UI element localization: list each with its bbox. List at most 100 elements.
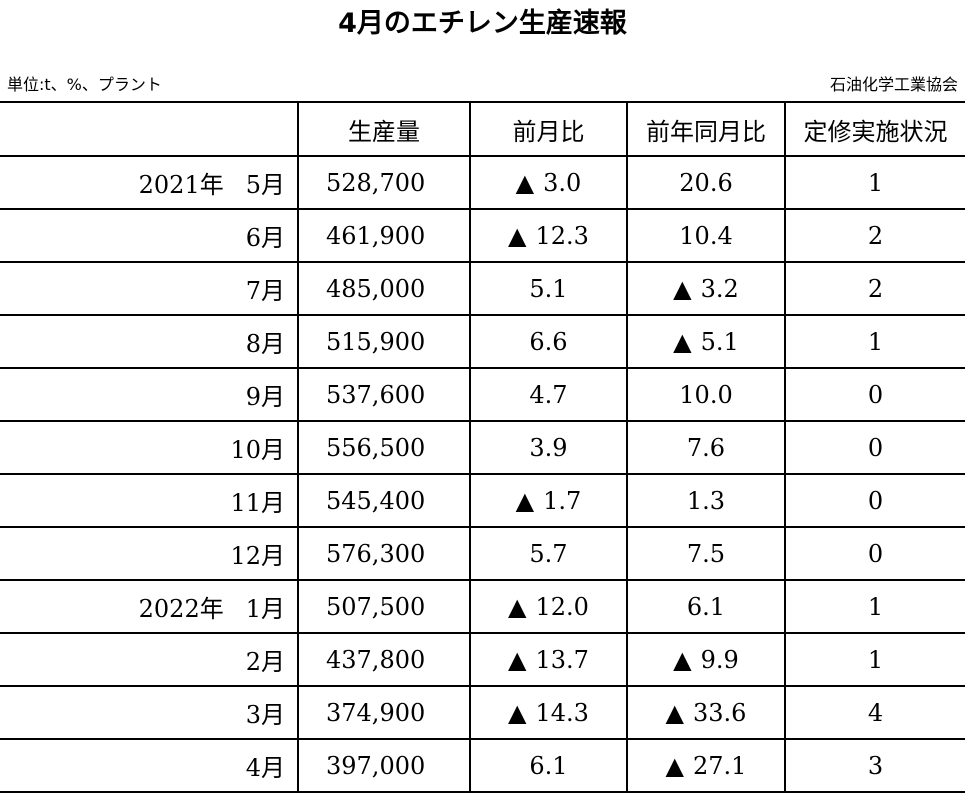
production-cell: 515,900 bbox=[297, 314, 471, 369]
mom-value: 12.3 bbox=[535, 221, 589, 250]
period-cell: 7月 bbox=[0, 261, 299, 316]
table-row: 3月 374,900 ▲ 14.3 ▲ 33.6 4 bbox=[0, 685, 965, 740]
mom-value: 6.1 bbox=[529, 751, 568, 780]
yoy-cell: ▲ 9.9 bbox=[626, 632, 786, 687]
period-cell: 10月 bbox=[0, 420, 299, 475]
mom-cell: 6.1 bbox=[469, 738, 628, 793]
mom-cell: ▲ 14.3 bbox=[469, 685, 628, 740]
maintenance-cell: 3 bbox=[784, 738, 965, 793]
yoy-cell: 10.0 bbox=[626, 367, 786, 422]
mom-value: 4.7 bbox=[529, 380, 568, 409]
table-row: 12月 576,300 5.7 7.5 0 bbox=[0, 526, 965, 581]
month-label: 10月 bbox=[230, 436, 285, 464]
maintenance-cell: 4 bbox=[784, 685, 965, 740]
yoy-cell: ▲ 33.6 bbox=[626, 685, 786, 740]
maintenance-cell: 2 bbox=[784, 261, 965, 316]
column-header-maintenance: 定修実施状況 bbox=[784, 101, 965, 157]
mom-cell: ▲ 13.7 bbox=[469, 632, 628, 687]
yoy-value: 7.6 bbox=[686, 433, 726, 462]
production-cell: 576,300 bbox=[297, 526, 471, 581]
maintenance-cell: 1 bbox=[784, 155, 965, 210]
mom-value: 14.3 bbox=[535, 698, 589, 727]
maintenance-cell: 2 bbox=[784, 208, 965, 263]
table-row: 7月 485,000 5.1 ▲ 3.2 2 bbox=[0, 261, 965, 316]
period-cell: 6月 bbox=[0, 208, 299, 263]
table-row: 10月 556,500 3.9 7.6 0 bbox=[0, 420, 965, 475]
page-title: 4月のエチレン生産速報 bbox=[338, 8, 627, 39]
yoy-cell: ▲ 5.1 bbox=[626, 314, 786, 369]
maintenance-cell: 0 bbox=[784, 367, 965, 422]
mom-value: 1.7 bbox=[543, 486, 582, 515]
period-cell: 3月 bbox=[0, 685, 299, 740]
table-row: 2月 437,800 ▲ 13.7 ▲ 9.9 1 bbox=[0, 632, 965, 687]
table-header-row: 生産量 前月比 前年同月比 定修実施状況 bbox=[0, 101, 965, 157]
column-header-production: 生産量 bbox=[297, 101, 471, 157]
table-row: 11月 545,400 ▲ 1.7 1.3 0 bbox=[0, 473, 965, 528]
unit-note: 単位:t、%、プラント bbox=[7, 75, 162, 94]
month-label: 5月 bbox=[245, 171, 285, 199]
column-header-yoy: 前年同月比 bbox=[626, 101, 786, 157]
month-label: 11月 bbox=[230, 489, 285, 517]
mom-value: 6.6 bbox=[529, 327, 568, 356]
table-row: 2022年 1月 507,500 ▲ 12.0 6.1 1 bbox=[0, 579, 965, 634]
yoy-value: 6.1 bbox=[686, 592, 726, 621]
mom-value: 3.9 bbox=[529, 433, 568, 462]
decrease-triangle-icon: ▲ bbox=[508, 698, 527, 727]
maintenance-cell: 1 bbox=[784, 579, 965, 634]
table-row: 9月 537,600 4.7 10.0 0 bbox=[0, 367, 965, 422]
yoy-value: 5.1 bbox=[700, 327, 739, 356]
table-body: 2021年 5月 528,700 ▲ 3.0 20.6 1 6月 461,900 ▲ 12.3 10.… bbox=[0, 155, 965, 793]
mom-value: 3.0 bbox=[543, 168, 582, 197]
month-label: 6月 bbox=[245, 224, 285, 252]
mom-value: 5.1 bbox=[529, 274, 568, 303]
maintenance-cell: 0 bbox=[784, 420, 965, 475]
period-cell: 12月 bbox=[0, 526, 299, 581]
period-cell: 2021年 5月 bbox=[0, 155, 299, 210]
yoy-cell: 7.5 bbox=[626, 526, 786, 581]
mom-cell: ▲ 12.3 bbox=[469, 208, 628, 263]
source-label: 石油化学工業協会 bbox=[829, 75, 958, 94]
mom-cell: 4.7 bbox=[469, 367, 628, 422]
production-cell: 437,800 bbox=[297, 632, 471, 687]
yoy-cell: 6.1 bbox=[626, 579, 786, 634]
mom-cell: ▲ 12.0 bbox=[469, 579, 628, 634]
decrease-triangle-icon: ▲ bbox=[508, 221, 527, 250]
maintenance-cell: 1 bbox=[784, 632, 965, 687]
decrease-triangle-icon: ▲ bbox=[515, 168, 535, 197]
yoy-value: 10.0 bbox=[679, 380, 733, 409]
yoy-value: 1.3 bbox=[686, 486, 726, 515]
yoy-value: 20.6 bbox=[679, 168, 733, 197]
month-label: 2月 bbox=[245, 648, 285, 676]
decrease-triangle-icon: ▲ bbox=[673, 645, 692, 674]
mom-cell: ▲ 3.0 bbox=[469, 155, 628, 210]
table-row: 2021年 5月 528,700 ▲ 3.0 20.6 1 bbox=[0, 155, 965, 210]
period-cell: 2022年 1月 bbox=[0, 579, 299, 634]
mom-cell: 5.1 bbox=[469, 261, 628, 316]
mom-value: 5.7 bbox=[529, 539, 568, 568]
production-cell: 507,500 bbox=[297, 579, 471, 634]
ethylene-production-table: 生産量 前月比 前年同月比 定修実施状況 2021年 5月 528,700 ▲ 3.0 2… bbox=[0, 101, 965, 793]
year-label: 2021年 bbox=[138, 171, 224, 199]
yoy-value: 10.4 bbox=[679, 221, 733, 250]
period-cell: 11月 bbox=[0, 473, 299, 528]
mom-cell: 6.6 bbox=[469, 314, 628, 369]
production-cell: 397,000 bbox=[297, 738, 471, 793]
decrease-triangle-icon: ▲ bbox=[515, 486, 535, 515]
decrease-triangle-icon: ▲ bbox=[673, 274, 692, 303]
period-cell: 8月 bbox=[0, 314, 299, 369]
maintenance-cell: 0 bbox=[784, 473, 965, 528]
yoy-cell: 20.6 bbox=[626, 155, 786, 210]
production-cell: 461,900 bbox=[297, 208, 471, 263]
yoy-value: 27.1 bbox=[693, 751, 747, 780]
month-label: 12月 bbox=[230, 542, 285, 570]
month-label: 9月 bbox=[245, 383, 285, 411]
month-label: 3月 bbox=[245, 701, 285, 729]
mom-cell: 3.9 bbox=[469, 420, 628, 475]
year-label: 2022年 bbox=[138, 595, 224, 623]
production-cell: 545,400 bbox=[297, 473, 471, 528]
yoy-cell: 10.4 bbox=[626, 208, 786, 263]
decrease-triangle-icon: ▲ bbox=[508, 592, 527, 621]
yoy-value: 33.6 bbox=[693, 698, 747, 727]
period-cell: 2月 bbox=[0, 632, 299, 687]
production-cell: 556,500 bbox=[297, 420, 471, 475]
